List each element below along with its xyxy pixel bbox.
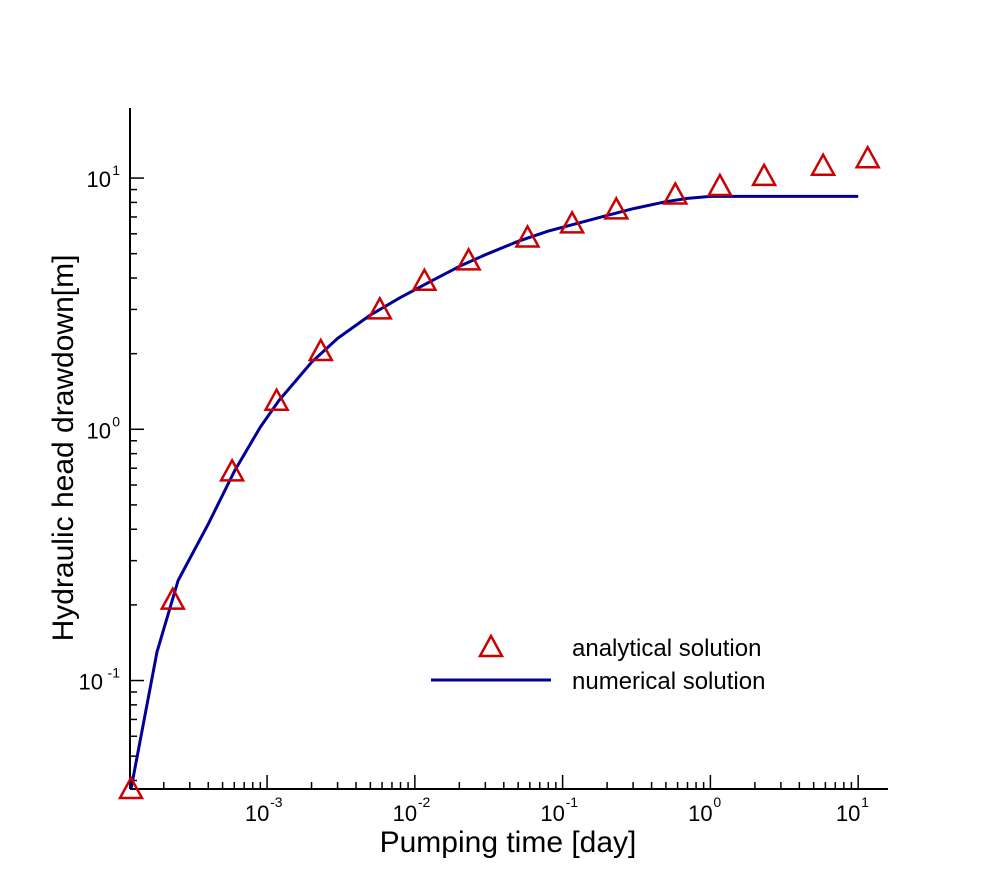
x-tick-label: 10 1 [836, 794, 869, 826]
x-tick-base: 10 [540, 801, 564, 826]
y-tick-exponent: 1 [112, 162, 120, 178]
y-tick-exponent: -1 [108, 665, 121, 681]
legend-label-numerical: numerical solution [572, 668, 765, 695]
analytical-solution-point [411, 267, 438, 292]
x-tick-base: 10 [688, 801, 712, 826]
x-tick-base: 10 [393, 801, 417, 826]
y-tick-base: 10 [79, 670, 103, 695]
x-tick-exponent: 0 [713, 794, 721, 810]
x-tick-base: 10 [245, 801, 269, 826]
analytical-solution-point [854, 144, 881, 169]
analytical-solution-point [558, 209, 586, 234]
analytical-solution-point [514, 223, 541, 248]
numerical-solution-line [129, 194, 859, 790]
x-tick-exponent: -3 [270, 794, 283, 810]
analytical-solution-point [307, 337, 334, 362]
y-tick-label: 110 [87, 162, 121, 192]
x-tick-label: 10 0 [688, 794, 721, 826]
analytical-solution-point [750, 162, 778, 187]
analytical-solution-point [366, 295, 393, 320]
axis-ticks [130, 177, 859, 789]
y-tick-exponent: 0 [112, 413, 120, 429]
data-series [117, 144, 881, 800]
x-tick-exponent: -1 [566, 794, 579, 810]
legend: analytical solution numerical solution [431, 633, 765, 695]
x-tick-base: 10 [836, 801, 860, 826]
analytical-solution-point [218, 457, 246, 482]
analytical-solution-point [117, 775, 145, 800]
axes [129, 108, 888, 790]
x-tick-exponent: 1 [861, 794, 869, 810]
analytical-solution-point [263, 387, 290, 411]
legend-triangle-marker [477, 633, 505, 658]
analytical-solution-point [662, 180, 689, 205]
analytical-solution-point [455, 246, 482, 271]
x-tick-label: 10 -1 [540, 794, 578, 826]
x-tick-label: 10 -3 [245, 794, 283, 826]
analytical-solution-point [159, 586, 186, 610]
legend-label-analytical: analytical solution [572, 635, 761, 662]
y-tick-label: -1 10 [79, 665, 121, 695]
y-tick-base: 10 [87, 167, 111, 192]
y-tick-base: 10 [87, 418, 111, 443]
y-axis-title: Hydraulic head drawdown[m] [47, 255, 80, 642]
x-axis-title: Pumping time [day] [380, 826, 637, 859]
analytical-solution-point [809, 152, 837, 176]
x-tick-exponent: -2 [418, 794, 431, 810]
analytical-solution-point [603, 195, 630, 220]
x-tick-label: 10 -2 [393, 794, 431, 826]
y-tick-label: 010 [87, 413, 121, 443]
analytical-solution-point [706, 172, 734, 197]
